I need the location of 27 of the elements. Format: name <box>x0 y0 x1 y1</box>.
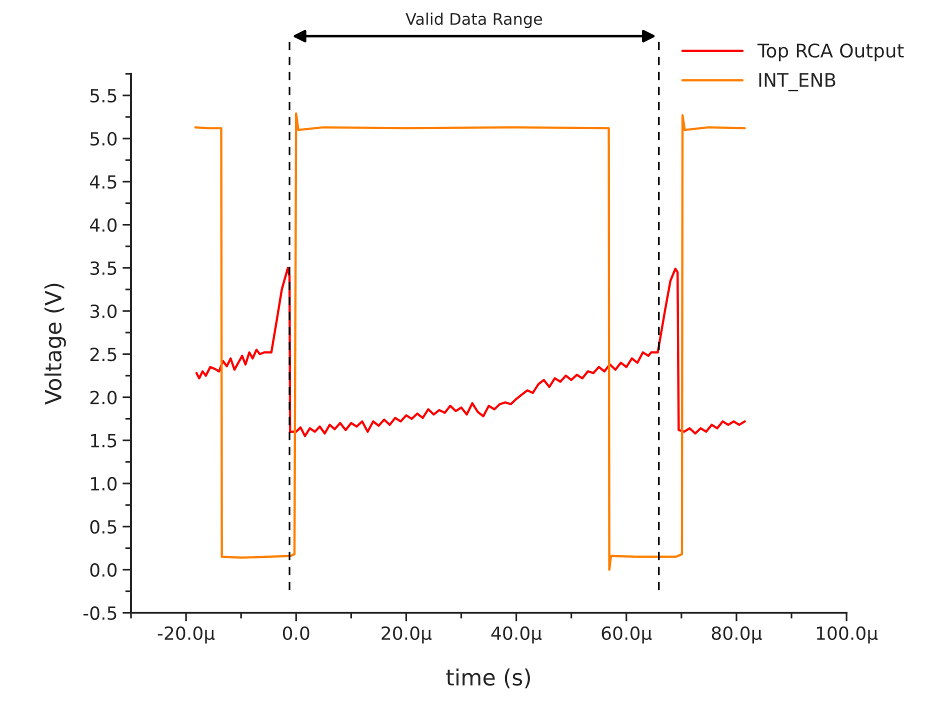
legend-label: Top RCA Output <box>757 43 904 62</box>
y-tick-label: 5.5 <box>90 89 116 103</box>
y-tick-label: 3.0 <box>90 304 117 318</box>
y-tick-label: 1.0 <box>91 476 117 491</box>
y-tick-label: 0.0 <box>90 563 117 577</box>
x-tick-label: -20.0µ <box>158 626 215 644</box>
line-series <box>195 266 746 438</box>
x-tick-label: 80.0µ <box>712 626 762 644</box>
y-tick-label: 2.0 <box>90 390 117 404</box>
x-tick-label: 20.0µ <box>382 626 432 644</box>
y-tick-label: 5.0 <box>90 132 117 146</box>
x-tick-label: 40.0µ <box>491 626 542 644</box>
y-axis-title: Voltage (V) <box>44 284 66 405</box>
text: Valid Data Range <box>406 12 542 28</box>
y-tick-label: 4.0 <box>90 218 117 232</box>
y-tick-label: -0.5 <box>83 606 116 620</box>
y-tick-label: 4.5 <box>90 175 116 189</box>
line-series <box>194 112 746 571</box>
x-tick-label: 60.0µ <box>602 626 652 644</box>
x-tick-label: 100.0µ <box>816 626 878 644</box>
y-tick-label: 0.5 <box>90 520 116 534</box>
x-axis-title: time (s) <box>446 668 530 688</box>
y-tick-label: 2.5 <box>90 348 116 362</box>
y-tick-label: 1.5 <box>91 434 116 448</box>
x-tick-label: 0.0 <box>282 626 310 640</box>
y-tick-label: 3.5 <box>90 261 116 276</box>
legend-label: INT_ENB <box>759 73 836 92</box>
